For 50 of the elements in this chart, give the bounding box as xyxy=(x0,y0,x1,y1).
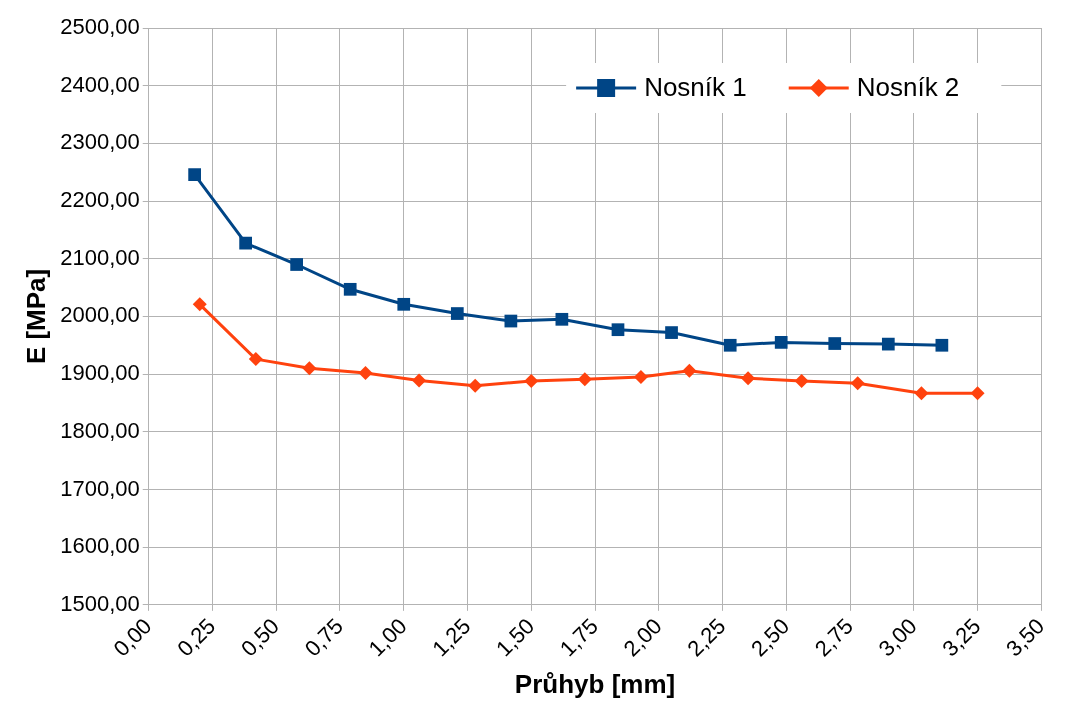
point xyxy=(881,337,895,351)
point xyxy=(665,326,678,339)
x-tick-label: 3,50 xyxy=(1001,613,1050,662)
y-tick-label: 1900,00 xyxy=(60,360,140,386)
point xyxy=(828,337,842,350)
point xyxy=(794,374,809,389)
point xyxy=(239,236,252,250)
y-tick-label: 1500,00 xyxy=(60,590,140,616)
point xyxy=(192,297,207,312)
y-tick-label: 1600,00 xyxy=(60,533,140,559)
x-tick-label: 0,25 xyxy=(172,613,221,662)
y-tick-label: 2000,00 xyxy=(60,302,140,328)
point xyxy=(302,361,317,376)
point xyxy=(188,168,201,181)
point xyxy=(248,352,263,367)
point xyxy=(970,386,985,401)
point xyxy=(682,363,697,378)
x-axis-title: Průhyb [mm] xyxy=(514,668,676,699)
y-tick-label: 2500,00 xyxy=(60,14,140,40)
point xyxy=(397,297,411,311)
point xyxy=(358,365,373,380)
point xyxy=(524,374,539,389)
y-tick-label: 2400,00 xyxy=(60,71,140,97)
x-tick-label: 0,50 xyxy=(236,613,285,662)
point xyxy=(723,338,737,352)
x-tick-label: 0,75 xyxy=(299,613,348,662)
point xyxy=(577,372,592,387)
x-tick-label: 0,00 xyxy=(108,613,157,662)
y-tick-label: 2300,00 xyxy=(60,129,140,155)
point xyxy=(611,323,625,337)
point xyxy=(343,282,357,296)
legend-label: Nosník 1 xyxy=(644,72,747,103)
point xyxy=(935,338,949,352)
legend-label: Nosník 2 xyxy=(856,72,960,103)
point xyxy=(468,378,483,393)
point xyxy=(850,376,865,391)
point xyxy=(290,258,304,271)
y-tick-label: 1800,00 xyxy=(60,417,140,443)
point xyxy=(774,336,788,349)
point xyxy=(914,386,929,401)
y-tick-label: 2200,00 xyxy=(60,187,140,213)
point xyxy=(741,371,756,386)
y-tick-label: 2100,00 xyxy=(60,244,140,270)
y-tick-label: 1700,00 xyxy=(60,475,140,501)
y-axis-title: E [MPa] xyxy=(20,268,51,365)
x-tick-label: 3,00 xyxy=(873,613,922,662)
point xyxy=(555,312,569,326)
point xyxy=(412,373,427,388)
point xyxy=(633,370,648,384)
point xyxy=(450,307,464,320)
